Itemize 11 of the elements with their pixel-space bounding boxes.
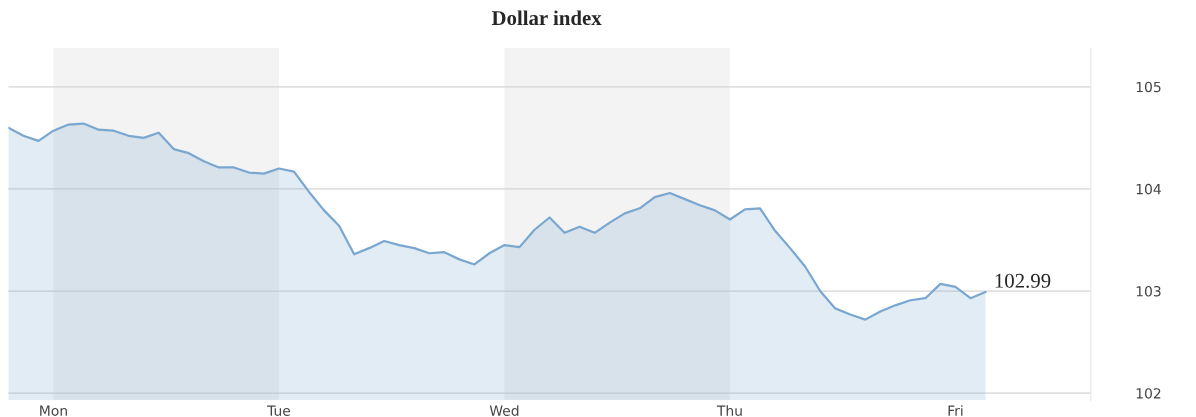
y-tick-label: 104	[1136, 183, 1161, 195]
chart-title: Dollar index	[491, 10, 602, 26]
x-tick-label: Mon	[40, 405, 67, 416]
x-tick-label: Wed	[489, 405, 519, 416]
x-tick-label: Tue	[267, 405, 291, 416]
y-tick-label: 105	[1136, 81, 1161, 93]
x-tick-label: Fri	[948, 405, 963, 416]
x-tick-label: Thu	[716, 405, 742, 416]
y-tick-label: 102	[1136, 388, 1161, 399]
annotation: 102.99	[995, 273, 1051, 288]
y-tick-label: 103	[1136, 286, 1161, 297]
